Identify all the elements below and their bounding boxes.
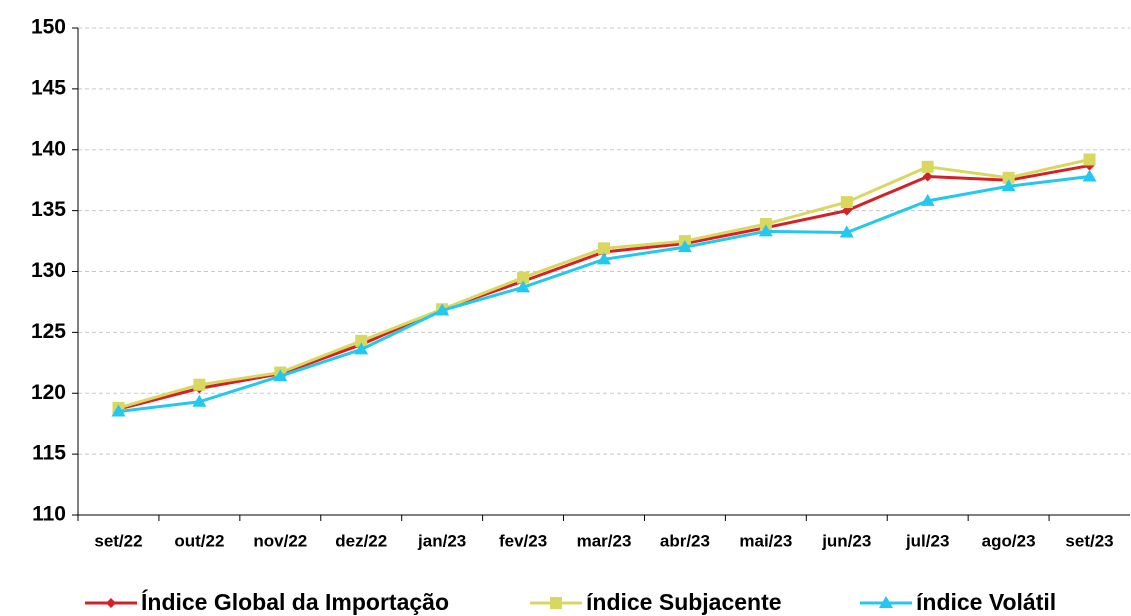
- legend-marker: [550, 597, 562, 609]
- x-tick-label: nov/22: [253, 531, 307, 550]
- x-tick-label: jul/23: [905, 531, 949, 550]
- marker: [193, 378, 206, 391]
- x-tick-label: set/23: [1065, 531, 1113, 550]
- x-tick-label: set/22: [94, 531, 142, 550]
- marker: [920, 193, 935, 206]
- legend-label: índice Volátil: [916, 589, 1056, 615]
- marker: [1002, 171, 1015, 184]
- x-tick-label: abr/23: [660, 531, 710, 550]
- y-tick-label: 115: [32, 442, 66, 465]
- marker: [435, 303, 450, 316]
- y-tick-label: 140: [31, 137, 66, 160]
- y-tick-label: 125: [31, 320, 66, 343]
- marker: [111, 404, 126, 417]
- marker: [106, 598, 116, 608]
- x-tick-label: mai/23: [739, 531, 792, 550]
- legend-label: índice Subjacente: [586, 589, 782, 615]
- legend-marker: [879, 596, 893, 608]
- y-tick-label: 110: [32, 503, 66, 526]
- marker: [839, 225, 854, 238]
- marker: [517, 271, 530, 284]
- marker: [273, 369, 288, 382]
- marker: [921, 160, 934, 173]
- x-tick-label: ago/23: [982, 531, 1036, 550]
- x-tick-label: mar/23: [577, 531, 632, 550]
- marker: [354, 342, 369, 355]
- marker: [758, 224, 773, 237]
- marker: [879, 596, 893, 608]
- x-tick-label: jun/23: [821, 531, 871, 550]
- x-tick-label: out/22: [174, 531, 224, 550]
- marker: [597, 252, 611, 265]
- marker: [841, 205, 852, 216]
- marker: [355, 334, 368, 347]
- legend-label: Índice Global da Importação: [141, 588, 449, 615]
- y-tick-label: 135: [31, 198, 66, 221]
- marker: [516, 280, 531, 293]
- marker: [192, 394, 207, 407]
- x-tick-label: fev/23: [499, 531, 547, 550]
- series-line: [118, 164, 1090, 411]
- marker: [677, 240, 692, 253]
- marker: [550, 597, 562, 609]
- x-tick-label: dez/22: [335, 531, 387, 550]
- y-tick-label: 145: [31, 76, 66, 99]
- y-tick-label: 120: [31, 381, 66, 404]
- x-tick-label: jan/23: [417, 531, 466, 550]
- y-tick-label: 150: [31, 16, 66, 39]
- legend-marker: [106, 598, 116, 608]
- marker: [1001, 179, 1016, 192]
- y-tick-label: 130: [31, 259, 66, 282]
- marker: [840, 196, 853, 209]
- marker: [759, 218, 772, 231]
- marker: [1082, 169, 1097, 182]
- marker: [1083, 153, 1096, 166]
- marker: [598, 242, 610, 255]
- marker: [922, 171, 933, 182]
